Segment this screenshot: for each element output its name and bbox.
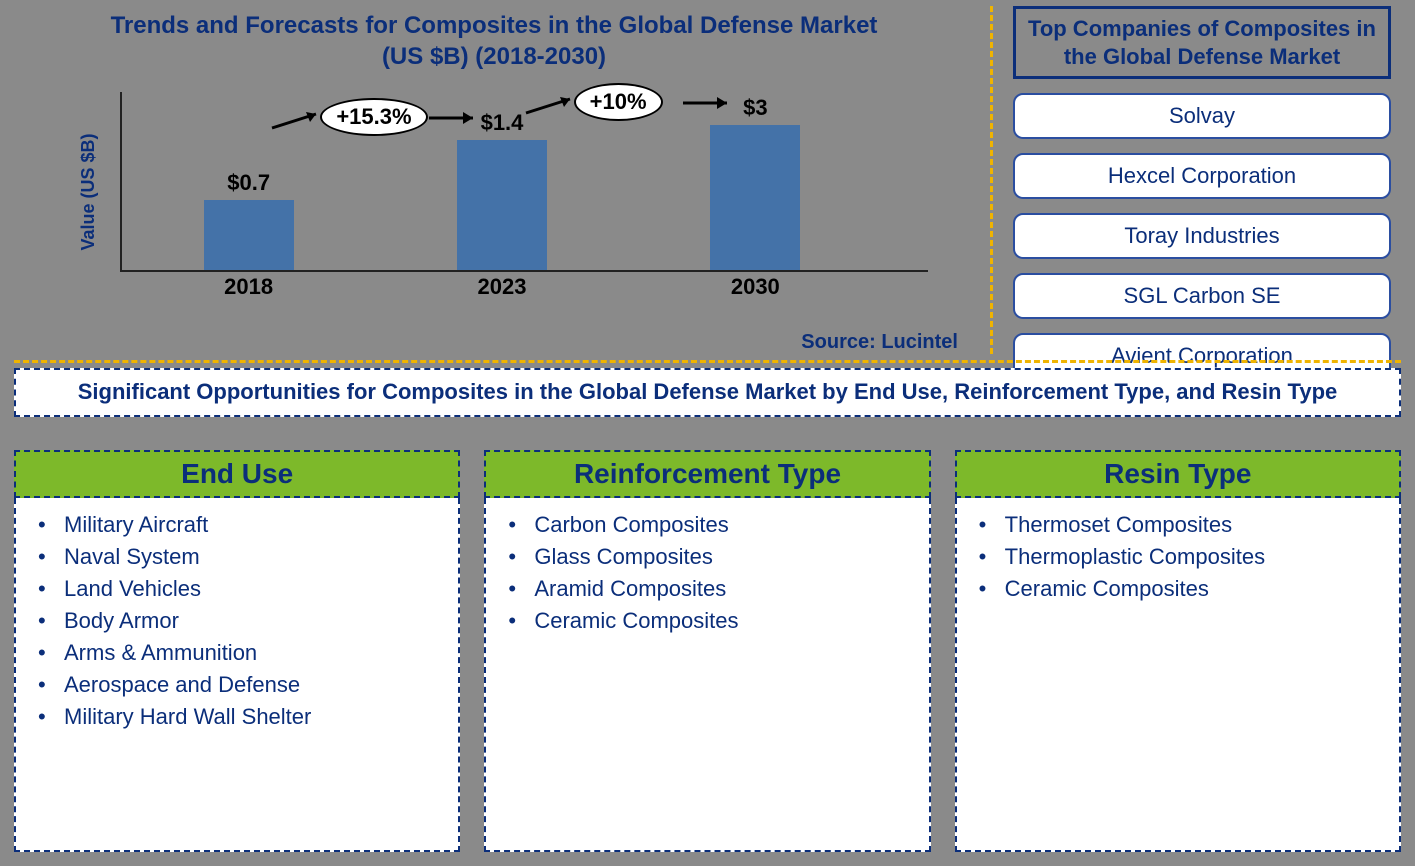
chart-plot: $0.72018$1.42023$32030+15.3%+10% [120,92,928,272]
companies-header-line1: Top Companies of Composites in [1028,16,1376,41]
list-item: Land Vehicles [38,576,444,602]
company-pill: Solvay [1013,93,1391,139]
companies-header-line2: the Global Defense Market [1064,44,1340,69]
chart-bar [710,125,800,270]
card-list: Military Aircraft Naval System Land Vehicl… [38,512,444,730]
list-item: Ceramic Composites [508,608,914,634]
chart-bar [204,200,294,270]
list-item: Aerospace and Defense [38,672,444,698]
chart-source: Source: Lucintel [801,331,958,354]
card-list: Thermoset Composites Thermoplastic Compos… [979,512,1385,602]
chart-body: Value (US $B) $0.72018$1.42023$32030+15.… [80,82,928,302]
list-item: Military Aircraft [38,512,444,538]
arrow-icon [524,93,584,117]
list-item: Body Armor [38,608,444,634]
cards-row: End Use Military Aircraft Naval System Land… [14,450,1401,852]
x-tick-label: 2018 [189,274,309,300]
x-tick-label: 2030 [695,274,815,300]
arrow-icon [679,91,739,115]
card-header: Reinforcement Type [484,450,930,498]
list-item: Thermoset Composites [979,512,1385,538]
card-body: Carbon Composites Glass Composites Aramid … [484,498,930,852]
growth-bubble: +10% [574,83,663,121]
vertical-divider [990,6,993,354]
list-item: Thermoplastic Composites [979,544,1385,570]
chart-title-line1: Trends and Forecasts for Composites in t… [111,12,878,39]
list-item: Aramid Composites [508,576,914,602]
card-header: End Use [14,450,460,498]
company-pill: Toray Industries [1013,213,1391,259]
card-body: Military Aircraft Naval System Land Vehicl… [14,498,460,852]
growth-bubble: +15.3% [320,98,427,136]
horizontal-divider [14,360,1401,363]
company-pill: Hexcel Corporation [1013,153,1391,199]
list-item: Arms & Ammunition [38,640,444,666]
opportunity-card: End Use Military Aircraft Naval System Land… [14,450,460,852]
chart-bar [457,140,547,270]
arrow-icon [425,106,485,130]
card-body: Thermoset Composites Thermoplastic Compos… [955,498,1401,852]
company-pill: SGL Carbon SE [1013,273,1391,319]
list-item: Naval System [38,544,444,570]
list-item: Glass Composites [508,544,914,570]
opportunity-card: Resin Type Thermoset Composites Thermoplas… [955,450,1401,852]
card-header: Resin Type [955,450,1401,498]
list-item: Ceramic Composites [979,576,1385,602]
top-region: Trends and Forecasts for Composites in t… [0,0,1415,360]
card-list: Carbon Composites Glass Composites Aramid … [508,512,914,634]
chart-title-line2: (US $B) (2018-2030) [382,43,606,70]
opportunities-header: Significant Opportunities for Composites… [14,368,1401,417]
x-tick-label: 2023 [442,274,562,300]
list-item: Carbon Composites [508,512,914,538]
chart-title: Trends and Forecasts for Composites in t… [20,10,968,72]
arrow-icon [270,108,330,132]
companies-list: Solvay Hexcel Corporation Toray Industries… [1013,93,1391,379]
bar-value-label: $0.7 [189,170,309,196]
chart-panel: Trends and Forecasts for Composites in t… [0,0,988,360]
companies-panel: Top Companies of Composites in the Globa… [995,0,1415,360]
y-axis-label: Value (US $B) [78,134,99,251]
list-item: Military Hard Wall Shelter [38,704,444,730]
companies-header: Top Companies of Composites in the Globa… [1013,6,1391,79]
opportunity-card: Reinforcement Type Carbon Composites Glass… [484,450,930,852]
